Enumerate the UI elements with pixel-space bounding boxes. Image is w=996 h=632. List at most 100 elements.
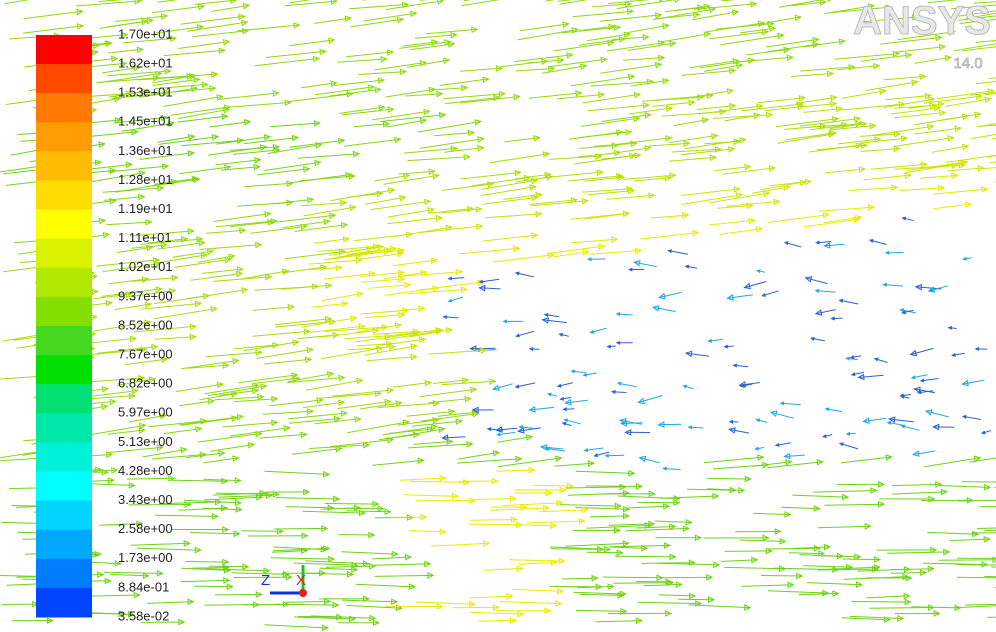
vector-head xyxy=(558,332,564,337)
vector-head xyxy=(703,31,712,38)
vector xyxy=(815,309,836,315)
vector-head xyxy=(853,115,862,123)
vector-head xyxy=(138,374,146,382)
vector-head xyxy=(723,344,728,349)
legend-band xyxy=(36,93,92,123)
vector-head xyxy=(133,591,141,599)
vector-head xyxy=(141,18,149,26)
vector-head xyxy=(933,610,941,617)
vector xyxy=(91,390,138,397)
vector xyxy=(871,125,934,136)
vector xyxy=(213,276,272,282)
vector-head xyxy=(259,489,267,497)
vector-head xyxy=(615,340,621,345)
vector xyxy=(314,86,374,96)
vector xyxy=(146,601,194,604)
vector xyxy=(256,348,313,359)
vector xyxy=(238,374,298,384)
vector-head xyxy=(358,323,366,331)
vector-head xyxy=(397,250,405,258)
vector-head xyxy=(384,332,392,340)
vector xyxy=(803,40,845,48)
vector xyxy=(282,220,330,229)
vector-head xyxy=(263,567,271,574)
vector-head xyxy=(529,184,537,191)
vector xyxy=(925,410,949,418)
vector xyxy=(981,430,991,434)
vector-head xyxy=(728,419,734,424)
vector xyxy=(334,248,390,258)
vector xyxy=(704,456,764,464)
vector xyxy=(922,562,988,566)
vector xyxy=(441,183,494,191)
vector xyxy=(302,510,365,514)
vector xyxy=(937,90,994,100)
vector xyxy=(589,515,629,518)
vector-head xyxy=(595,153,603,160)
vector xyxy=(109,573,149,577)
vector xyxy=(289,139,345,148)
vector-head xyxy=(787,581,795,589)
vector-head xyxy=(625,129,633,136)
vector-head xyxy=(391,598,399,606)
vector xyxy=(637,601,702,605)
vector xyxy=(229,221,274,228)
vector-head xyxy=(644,145,652,152)
vector xyxy=(4,0,30,5)
vector xyxy=(411,420,462,427)
vector-head xyxy=(664,135,673,142)
vector-head xyxy=(695,600,703,607)
vector xyxy=(561,577,598,580)
vector-head xyxy=(469,497,477,504)
vector-head xyxy=(642,102,651,109)
legend-band xyxy=(36,587,92,618)
vector xyxy=(327,250,390,260)
vector-head xyxy=(355,257,363,264)
vector-head xyxy=(241,27,250,35)
vector-head xyxy=(773,198,781,206)
vector-head xyxy=(156,569,164,577)
vector-head xyxy=(513,93,521,101)
vector-head xyxy=(611,142,620,150)
vector-head xyxy=(564,398,572,406)
vector xyxy=(233,149,280,155)
vector xyxy=(704,64,743,72)
vector-head xyxy=(882,282,887,287)
vector-head xyxy=(731,9,740,16)
vector-head xyxy=(303,328,311,336)
vector xyxy=(99,523,143,526)
vector xyxy=(837,65,880,71)
vector xyxy=(483,567,523,571)
vector xyxy=(190,272,243,281)
vector-head xyxy=(535,210,543,218)
vector-head xyxy=(236,413,245,421)
vector-head xyxy=(333,495,341,503)
vector-head xyxy=(399,68,408,76)
vector-head xyxy=(539,444,548,451)
vector-head xyxy=(987,88,995,95)
vector xyxy=(790,73,834,77)
vector xyxy=(810,122,862,131)
vector xyxy=(829,123,867,129)
vector-head xyxy=(163,89,171,96)
vector-head xyxy=(191,175,200,183)
vector-head xyxy=(860,142,869,150)
vector xyxy=(653,306,676,312)
vector xyxy=(113,116,167,124)
vector-head xyxy=(346,91,354,98)
vector-head xyxy=(832,590,840,597)
vector xyxy=(265,50,326,58)
vector xyxy=(243,341,299,352)
vector xyxy=(721,167,776,175)
vector-head xyxy=(430,257,438,265)
vector-head xyxy=(919,378,925,383)
vector xyxy=(233,398,278,403)
vector xyxy=(178,41,230,49)
vector-head xyxy=(272,490,280,498)
vector xyxy=(638,395,663,403)
vector-head xyxy=(206,248,215,256)
vector xyxy=(371,110,430,121)
vector xyxy=(542,171,603,179)
vector-head xyxy=(438,111,447,119)
vector xyxy=(210,443,255,452)
